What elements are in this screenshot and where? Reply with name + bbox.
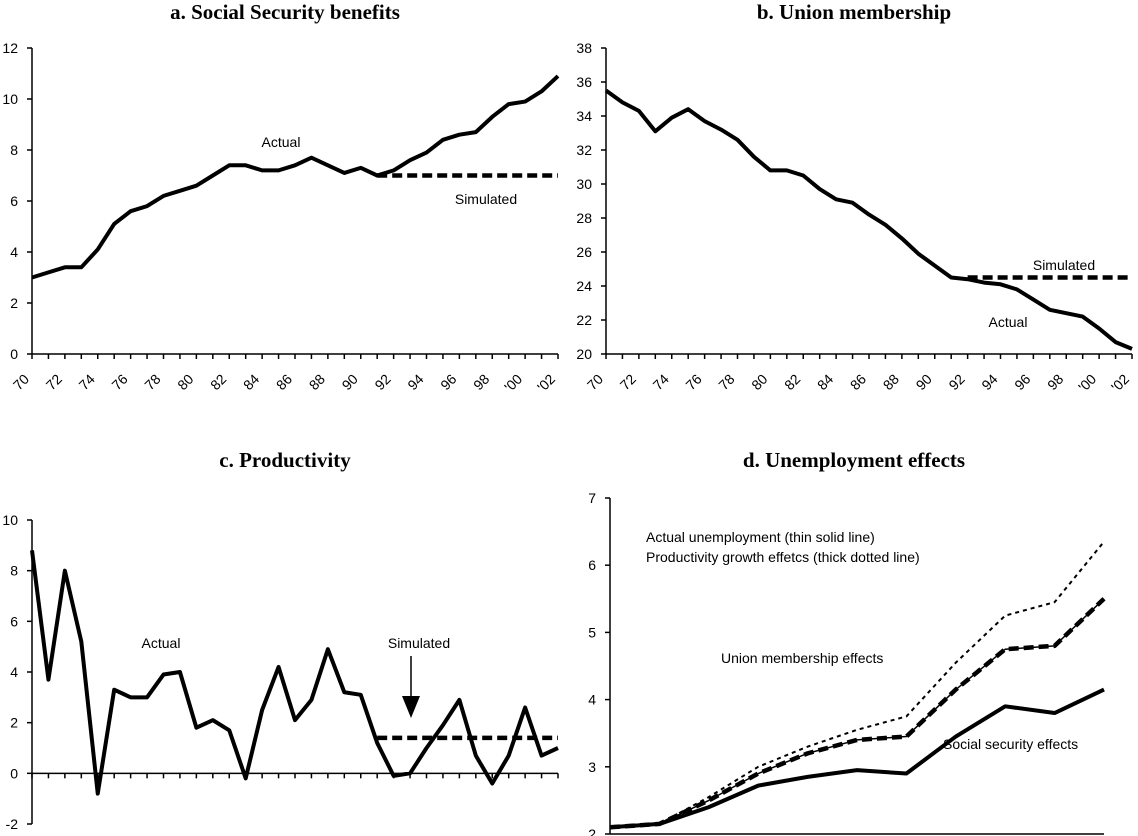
x-tick-label: 72 [617, 371, 639, 393]
x-tick-label: 88 [880, 371, 902, 393]
x-tick-label: 92 [371, 371, 393, 393]
x-tick-label: 84 [240, 371, 262, 393]
y-tick-label: 2 [10, 295, 18, 311]
x-tick-label: 90 [913, 371, 935, 393]
x-tick-label: 94 [404, 371, 426, 393]
x-tick-label: 76 [108, 371, 130, 393]
y-tick-label: 0 [10, 346, 18, 362]
annotation-label: Simulated [455, 191, 517, 207]
annotation-label: Simulated [1033, 257, 1095, 273]
x-tick-label: 74 [76, 371, 98, 393]
x-tick-label: 96 [437, 371, 459, 393]
x-tick-label: 86 [273, 371, 295, 393]
series-line-actual [30, 550, 559, 796]
series-line-actual-unemployment [609, 598, 1105, 829]
x-tick-label: 92 [945, 371, 967, 393]
annotation-label: Actual [142, 635, 181, 651]
panel-social-security-benefits: a. Social Security benefits 0 2 4 6 8 10 12 70 7… [0, 0, 570, 410]
chart-title: d. Unemployment effects [742, 448, 966, 472]
x-tick-label: '02 [1108, 371, 1132, 395]
chart-title: c. Productivity [219, 448, 351, 472]
x-tick-label: 96 [1011, 371, 1033, 393]
chart-area: 0 2 4 6 8 10 12 70 72 74 76 78 80 82 84 86 88 90 92 94 96 98 '… [2, 40, 560, 395]
panel-unemployment-effects: d. Unemployment effects 2 3 4 5 6 7 Actual une… [570, 448, 1138, 836]
y-tick-label: 4 [10, 664, 18, 680]
y-tick-label: 10 [2, 91, 18, 107]
y-tick-label: 24 [576, 278, 592, 294]
y-tick-label: 36 [576, 74, 592, 90]
x-tick-label: 98 [1044, 371, 1066, 393]
annotation-label: Actual [989, 314, 1028, 330]
y-tick-label: 8 [10, 563, 18, 579]
annotation-label: Simulated [388, 635, 450, 651]
arrow-head [402, 696, 420, 718]
x-tick-label: 94 [978, 371, 1000, 393]
x-tick-label: 76 [682, 371, 704, 393]
series-line-actual [31, 74, 560, 280]
y-tick-label: 7 [588, 490, 596, 506]
y-tick-label: -2 [6, 816, 19, 832]
x-tick-label: 70 [584, 371, 606, 393]
series-line-actual [604, 88, 1133, 351]
x-tick-label: 82 [207, 371, 229, 393]
y-tick-label: 22 [576, 312, 592, 328]
y-tick-label: 34 [576, 108, 592, 124]
y-tick-label: 12 [2, 40, 18, 56]
x-tick-label: 80 [748, 371, 770, 393]
x-tick-label: 98 [470, 371, 492, 393]
x-tick-label: 86 [847, 371, 869, 393]
x-tick-label: 90 [339, 371, 361, 393]
x-tick-label: '02 [534, 371, 558, 395]
x-tick-label: 80 [174, 371, 196, 393]
x-tick-label: 82 [781, 371, 803, 393]
y-tick-label: 6 [10, 193, 18, 209]
chart-title: a. Social Security benefits [170, 0, 400, 24]
y-tick-label: 32 [576, 142, 592, 158]
y-tick-label: 30 [576, 176, 592, 192]
annotation-label: Productivity growth effetcs (thick dotte… [646, 549, 920, 565]
x-tick-label: 72 [43, 371, 65, 393]
y-tick-label: 8 [10, 142, 18, 158]
annotation-label: Actual unemployment (thin solid line) [646, 529, 875, 545]
y-tick-label: 0 [10, 765, 18, 781]
y-tick-label: 38 [576, 40, 592, 56]
y-tick-label: 20 [576, 346, 592, 362]
series-line-union-membership-effects [609, 597, 1106, 830]
y-tick-label: 5 [588, 624, 596, 640]
annotation-label: Social security effects [943, 736, 1078, 752]
annotation-label: Union membership effects [721, 650, 883, 666]
series-line-social-security-effects [609, 687, 1105, 830]
x-tick-label: 70 [10, 371, 32, 393]
y-tick-label: 6 [588, 557, 596, 573]
x-tick-label: 74 [650, 371, 672, 393]
chart-title: b. Union membership [756, 0, 952, 24]
x-tick-label: 78 [715, 371, 737, 393]
x-tick-label: '00 [501, 371, 525, 395]
y-tick-label: 6 [10, 613, 18, 629]
x-tick-label: 84 [814, 371, 836, 393]
y-tick-label: 4 [588, 692, 596, 708]
panel-productivity: c. Productivity -2 0 2 4 6 8 10 Actual Simulated [0, 448, 570, 836]
series-line-productivity-growth-effetcs [609, 541, 1105, 829]
y-tick-label: 26 [576, 244, 592, 260]
y-tick-label: 3 [588, 759, 596, 775]
annotation-label: Actual [262, 134, 301, 150]
y-tick-label: 28 [576, 210, 592, 226]
chart-area: 20 22 24 26 28 30 32 34 36 38 70 72 74 76 78 80 82 84 86 88… [576, 40, 1133, 395]
x-tick-label: '00 [1075, 371, 1099, 395]
x-tick-label: 88 [306, 371, 328, 393]
panel-union-membership: b. Union membership 20 22 24 26 28 30 32 34 36 38… [570, 0, 1138, 410]
x-tick-label: 78 [141, 371, 163, 393]
y-tick-label: 2 [10, 715, 18, 731]
y-tick-label: 2 [588, 826, 596, 836]
chart-area: 2 3 4 5 6 7 Actual unemployment (thin solid li… [588, 490, 1106, 836]
chart-area: -2 0 2 4 6 8 10 Actual Simulated [2, 512, 559, 832]
y-tick-label: 4 [10, 244, 18, 260]
y-tick-label: 10 [2, 512, 18, 528]
